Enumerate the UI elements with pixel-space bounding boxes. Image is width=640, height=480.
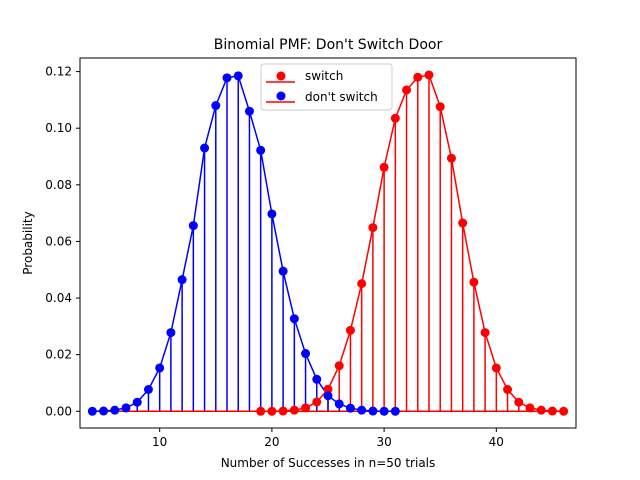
point-don-t-switch-11	[166, 328, 176, 338]
point-switch-23	[301, 403, 311, 413]
point-switch-33	[413, 72, 423, 82]
point-switch-39	[480, 328, 490, 338]
point-switch-35	[435, 102, 445, 112]
point-don-t-switch-27	[345, 403, 355, 413]
point-switch-42	[514, 397, 524, 407]
point-switch-31	[390, 113, 400, 123]
x-tick-label-10: 10	[152, 435, 167, 449]
point-switch-27	[345, 325, 355, 335]
point-don-t-switch-25	[323, 391, 333, 401]
point-don-t-switch-22	[289, 314, 299, 324]
y-axis: 0.00 0.02 0.04 0.06 0.08 0.10 0.12	[45, 65, 80, 418]
point-switch-38	[469, 277, 479, 287]
point-switch-40	[491, 363, 501, 373]
line-don-t-switch	[92, 74, 396, 413]
point-don-t-switch-26	[334, 399, 344, 409]
point-don-t-switch-24	[312, 374, 322, 384]
y-tick-label-0: 0.00	[45, 404, 72, 418]
point-switch-22	[289, 405, 299, 415]
point-switch-24	[312, 397, 322, 407]
point-don-t-switch-8	[132, 397, 142, 407]
y-tick-label-1: 0.02	[45, 348, 72, 362]
point-switch-43	[525, 403, 535, 413]
point-switch-32	[402, 85, 412, 95]
point-switch-41	[503, 384, 513, 394]
point-switch-34	[424, 70, 434, 80]
legend-switch-label: switch	[305, 69, 343, 83]
legend: switch don't switch	[260, 63, 393, 111]
point-don-t-switch-5	[99, 406, 109, 416]
point-don-t-switch-21	[278, 266, 288, 276]
chart-title: Binomial PMF: Don't Switch Door	[214, 37, 443, 53]
point-don-t-switch-4	[87, 406, 97, 416]
y-axis-label: Probability	[21, 211, 35, 274]
point-switch-25	[323, 384, 333, 394]
point-switch-20	[267, 406, 277, 416]
legend-dont-switch-label: don't switch	[305, 90, 378, 104]
point-don-t-switch-29	[368, 406, 378, 416]
point-don-t-switch-23	[301, 349, 311, 359]
point-don-t-switch-7	[121, 403, 131, 413]
y-tick-label-6: 0.12	[45, 65, 72, 79]
point-switch-46	[559, 406, 569, 416]
point-don-t-switch-30	[379, 406, 389, 416]
point-switch-45	[547, 406, 557, 416]
point-don-t-switch-18	[244, 106, 254, 116]
point-don-t-switch-20	[267, 209, 277, 219]
x-axis: 10 20 30 40	[152, 428, 504, 449]
x-tick-label-20: 20	[264, 435, 279, 449]
y-tick-label-5: 0.10	[45, 121, 72, 135]
point-don-t-switch-15	[211, 101, 221, 111]
point-don-t-switch-16	[222, 73, 232, 83]
point-switch-19	[256, 406, 266, 416]
legend-switch-marker	[276, 71, 286, 81]
point-switch-21	[278, 406, 288, 416]
plot-frame	[79, 57, 577, 429]
point-switch-26	[334, 361, 344, 371]
point-don-t-switch-6	[110, 405, 120, 415]
legend-box	[260, 63, 393, 111]
point-switch-28	[357, 279, 367, 289]
y-tick-label-4: 0.08	[45, 178, 72, 192]
legend-dont-switch-marker	[276, 91, 286, 101]
x-tick-label-30: 30	[376, 435, 391, 449]
stems-layer	[92, 74, 564, 413]
point-switch-44	[536, 405, 546, 415]
point-don-t-switch-17	[233, 71, 243, 81]
markers-layer	[87, 70, 569, 416]
y-tick-label-2: 0.04	[45, 291, 72, 305]
point-don-t-switch-14	[200, 143, 210, 153]
point-don-t-switch-10	[155, 363, 165, 373]
point-switch-36	[446, 153, 456, 163]
point-don-t-switch-12	[177, 275, 187, 285]
x-axis-label: Number of Successes in n=50 trials	[221, 456, 436, 470]
point-don-t-switch-9	[143, 384, 153, 394]
y-tick-label-3: 0.06	[45, 234, 72, 248]
point-don-t-switch-28	[357, 405, 367, 415]
point-don-t-switch-13	[188, 221, 198, 231]
point-switch-29	[368, 223, 378, 233]
x-tick-label-40: 40	[489, 435, 504, 449]
point-switch-37	[458, 218, 468, 228]
lines-layer	[92, 74, 564, 413]
point-don-t-switch-31	[390, 406, 400, 416]
line-switch	[260, 74, 564, 413]
point-don-t-switch-19	[256, 145, 266, 155]
point-switch-30	[379, 162, 389, 172]
